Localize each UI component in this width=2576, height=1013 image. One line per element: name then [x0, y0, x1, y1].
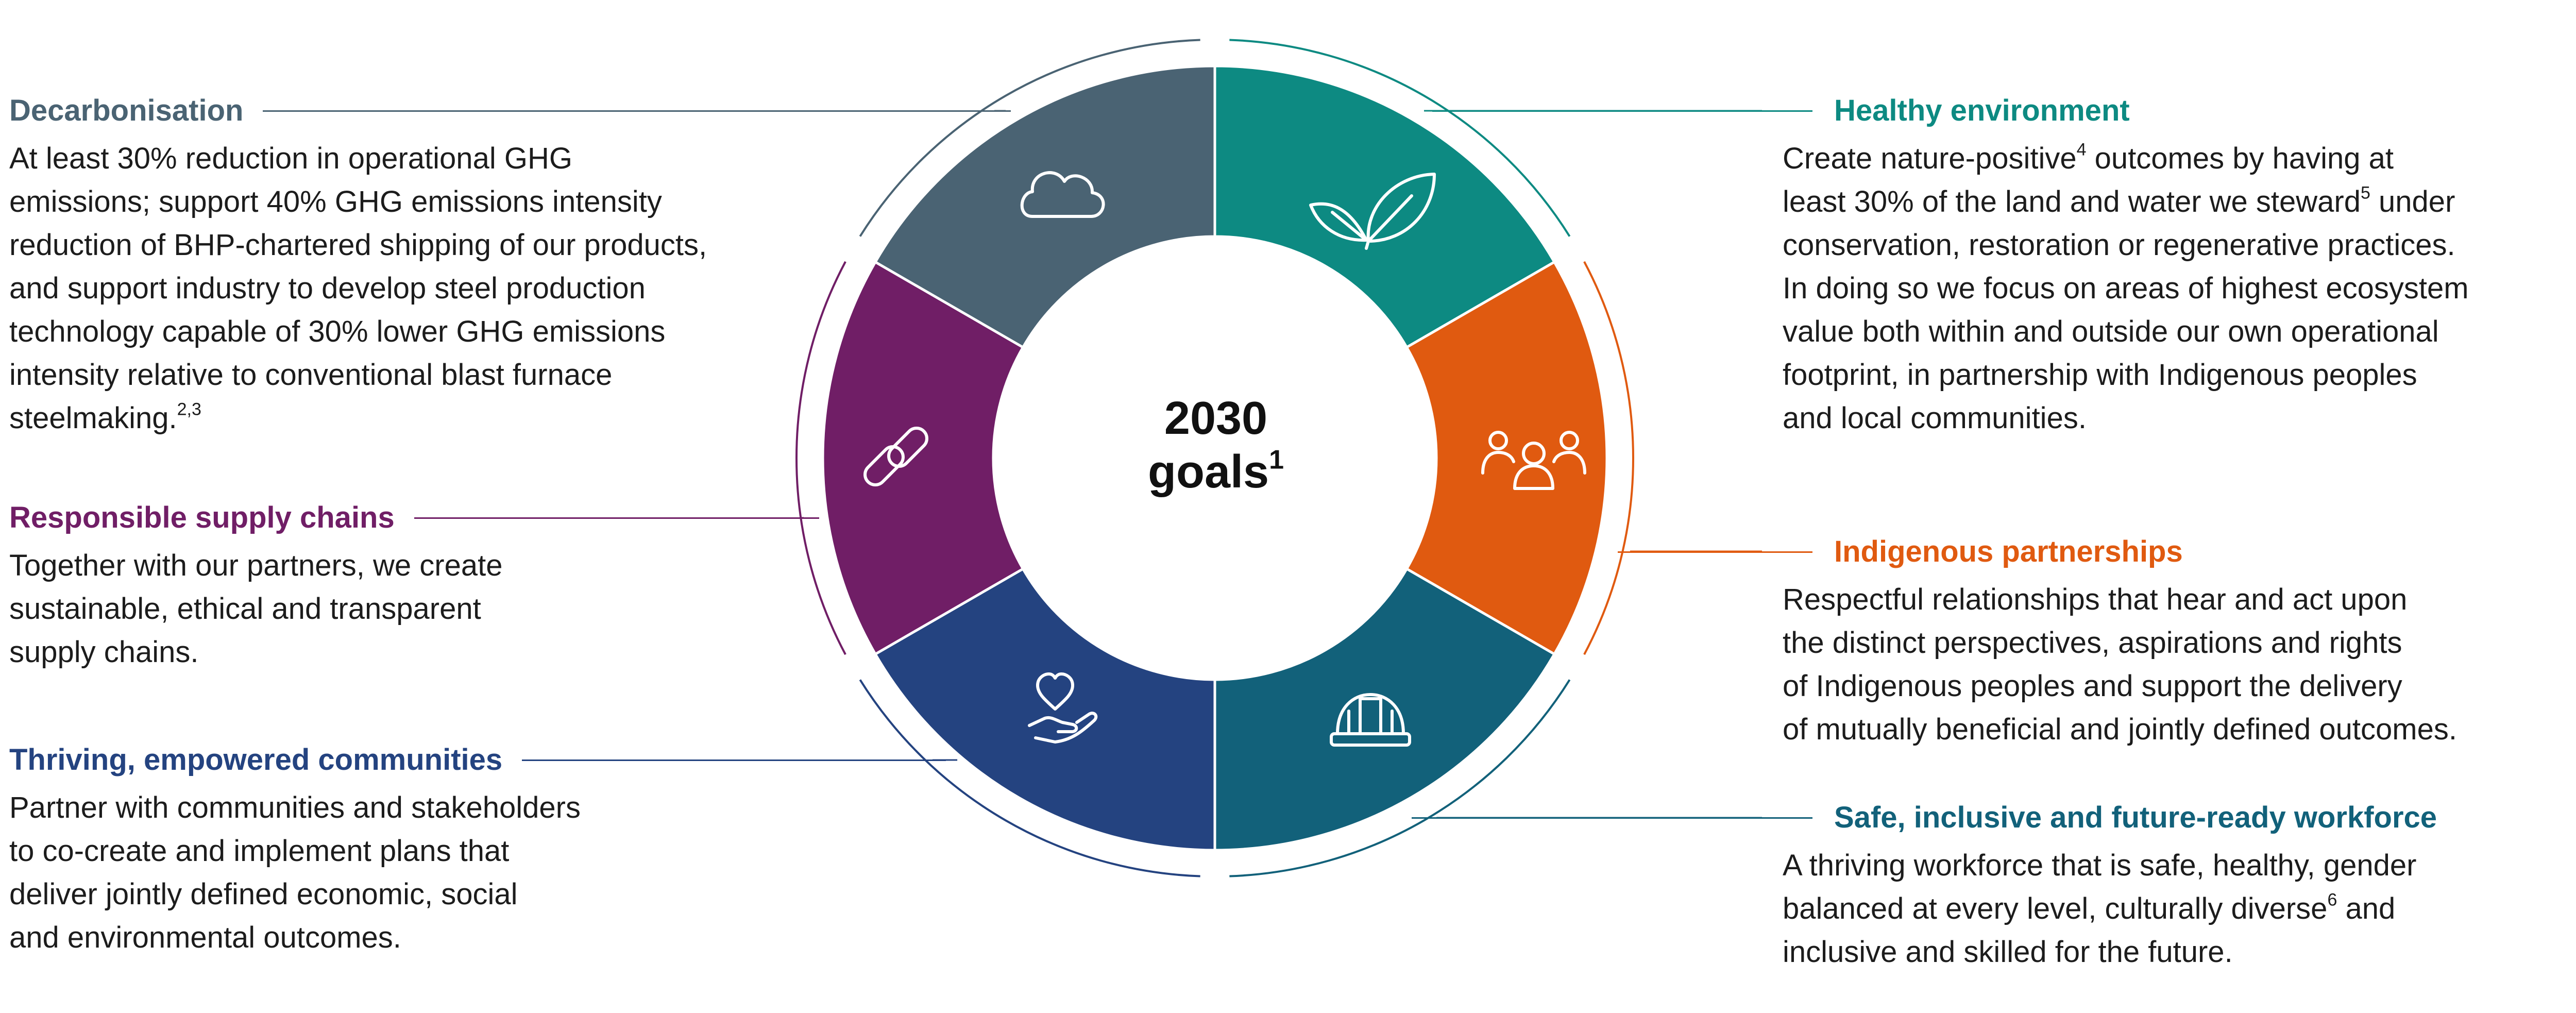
- title-rule: [263, 110, 1011, 112]
- arc-indigenous-partnerships: [1583, 261, 1634, 655]
- segment-decarbonisation: [873, 64, 1216, 349]
- chain-link-icon: [863, 427, 928, 486]
- wheel-outer-arcs: [795, 39, 1634, 877]
- arc-healthy-environment: [1229, 39, 1571, 237]
- center-title-goals: goals1: [1148, 445, 1284, 498]
- title-rule: [522, 759, 946, 761]
- arc-decarbonisation: [859, 39, 1200, 237]
- title-rule: [1412, 817, 1812, 819]
- goal-thriving-communities: Thriving, empowered communities Partner …: [9, 739, 946, 959]
- goal-text-decarbonisation: At least 30% reduction in operational GH…: [9, 142, 707, 435]
- segment-healthy-environment: [1213, 64, 1556, 349]
- center-title-year: 2030: [1164, 393, 1268, 444]
- segment-indigenous-partnerships: [1404, 260, 1608, 656]
- goal-title-indigenous-partnerships: Indigenous partnerships: [1834, 535, 2183, 568]
- goal-responsible-supply-chains: Responsible supply chains Together with …: [9, 497, 819, 674]
- goal-text-responsible-supply-chains: Together with our partners, we create su…: [9, 549, 503, 669]
- goal-decarbonisation: Decarbonisation At least 30% reduction i…: [9, 90, 1011, 440]
- goal-healthy-environment: Healthy environment Create nature-positi…: [1432, 90, 2566, 440]
- arc-workforce: [1229, 679, 1571, 877]
- goal-text-thriving-communities: Partner with communities and stakeholder…: [9, 791, 581, 954]
- title-rule: [1618, 551, 1812, 553]
- footnote-ref: 6: [2327, 890, 2337, 910]
- goal-title-healthy-environment: Healthy environment: [1834, 94, 2130, 127]
- goal-workforce: Safe, inclusive and future-ready workfor…: [1412, 797, 2566, 974]
- segment-workforce: [1213, 567, 1556, 852]
- center-title-footnote: 1: [1269, 445, 1284, 475]
- hand-heart-icon: [1028, 672, 1098, 744]
- footnote-ref: 4: [2076, 140, 2087, 160]
- goal-title-thriving-communities: Thriving, empowered communities: [9, 743, 503, 776]
- wheel-segments: [821, 64, 1608, 852]
- goal-indigenous-partnerships: Indigenous partnerships Respectful relat…: [1618, 531, 2566, 751]
- footnote-ref: 2,3: [177, 399, 201, 419]
- goal-title-workforce: Safe, inclusive and future-ready workfor…: [1834, 801, 2437, 834]
- segment-responsible-supply-chains: [821, 260, 1025, 656]
- people-group-icon: [1481, 431, 1586, 490]
- arc-thriving-communities: [859, 679, 1200, 877]
- cloud-icon: [1020, 171, 1105, 218]
- center-title: 2030 goals1: [1113, 392, 1319, 499]
- hard-hat-icon: [1330, 693, 1411, 747]
- goal-text-healthy-environment: Create nature-positive4 outcomes by havi…: [1783, 140, 2469, 435]
- goal-title-decarbonisation: Decarbonisation: [9, 94, 244, 127]
- goal-text-workforce: A thriving workforce that is safe, healt…: [1783, 849, 2417, 969]
- leaves-icon: [1309, 173, 1436, 250]
- goal-text-indigenous-partnerships: Respectful relationships that hear and a…: [1783, 583, 2457, 746]
- goal-title-responsible-supply-chains: Responsible supply chains: [9, 501, 395, 534]
- title-rule: [1432, 110, 1812, 112]
- segment-thriving-communities: [873, 567, 1216, 852]
- footnote-ref: 5: [2361, 183, 2370, 203]
- arc-responsible-supply-chains: [795, 261, 846, 655]
- title-rule: [414, 517, 819, 519]
